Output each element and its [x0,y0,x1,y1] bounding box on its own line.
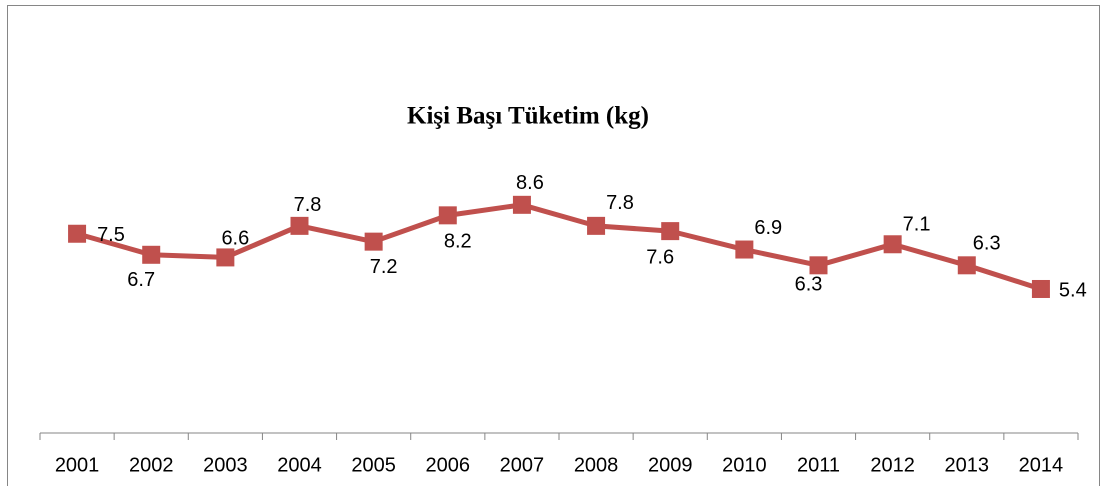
x-tick-label: 2004 [277,454,322,476]
x-tick-label: 2010 [722,454,767,476]
data-label: 6.9 [754,217,782,239]
x-tick-label: 2006 [426,454,471,476]
marker [364,232,383,251]
data-label: 5.4 [1059,279,1087,301]
marker [661,222,680,241]
data-label: 8.6 [516,172,544,194]
marker [587,216,606,235]
x-tick-label: 2012 [870,454,915,476]
data-label: 8.2 [444,231,472,253]
line [76,202,1042,292]
x-tick-label: 2005 [351,454,396,476]
data-label: 7.5 [97,224,125,246]
marker [68,224,87,243]
data-label: 7.2 [370,256,398,278]
x-tick-label: 2007 [500,454,545,476]
chart-frame [7,5,1100,486]
chart-title: Kişi Başı Tüketim (kg) [407,103,649,130]
marker [809,256,828,275]
marker [883,235,902,254]
data-label: 6.6 [221,228,249,250]
data-label: 6.3 [973,233,1001,255]
marker [1031,279,1050,298]
marker [142,245,161,264]
marker [735,240,754,259]
x-tick-label: 2014 [1019,454,1064,476]
data-label: 6.7 [127,269,155,291]
data-label: 7.8 [606,192,634,214]
data-label: 7.6 [646,246,674,268]
x-tick-label: 2002 [129,454,174,476]
data-label: 7.1 [903,214,931,236]
marker [957,256,976,275]
x-tick-label: 2008 [574,454,619,476]
marker [216,248,235,267]
marker [290,216,309,235]
x-tick-label: 2001 [55,454,100,476]
x-tick-label: 2011 [797,454,840,476]
x-tick-label: 2013 [945,454,990,476]
marker [438,206,457,225]
data-label: 7.8 [294,194,322,216]
x-tick-label: 2009 [648,454,693,476]
data-label: 6.3 [795,274,823,296]
x-tick-label: 2003 [203,454,248,476]
marker [512,195,531,214]
